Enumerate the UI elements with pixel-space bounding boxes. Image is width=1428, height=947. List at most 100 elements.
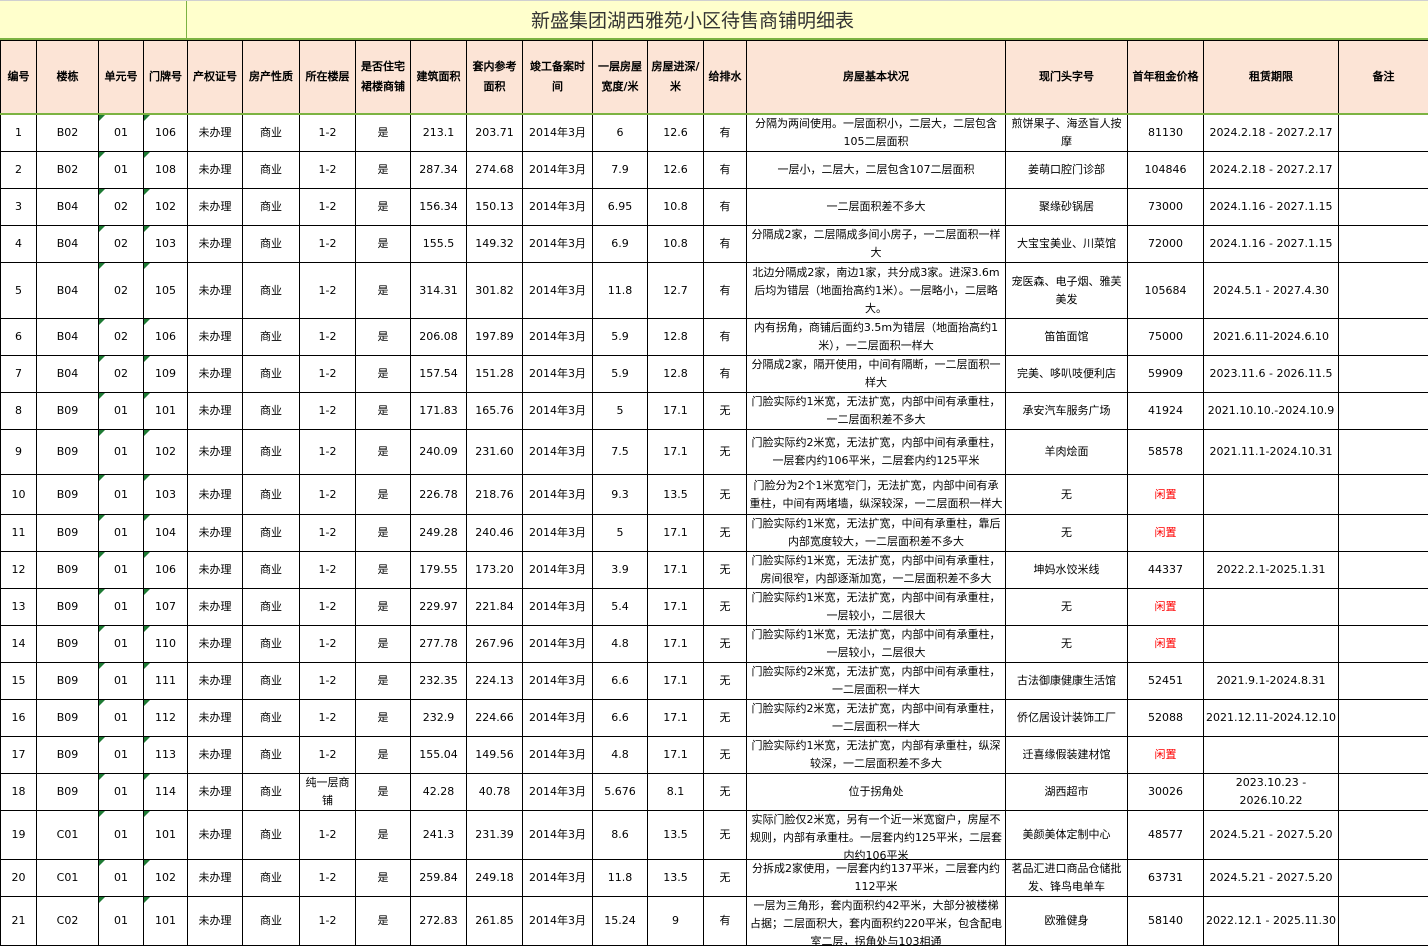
cell-remarks[interactable] — [1338, 188, 1428, 226]
cell-completion-date[interactable]: 2014年3月 — [522, 588, 593, 626]
cell-remarks[interactable] — [1338, 429, 1428, 475]
cell-podium-shop[interactable]: 是 — [355, 625, 411, 663]
cell-first-year-rent[interactable]: 闲置 — [1127, 736, 1204, 774]
cell-inner-area[interactable]: 274.68 — [466, 151, 523, 189]
cell-frontage-width[interactable]: 8.6 — [592, 810, 648, 860]
cell-building[interactable]: B04 — [36, 318, 99, 356]
cell-water-drainage[interactable]: 无 — [703, 474, 747, 515]
cell-completion-date[interactable]: 2014年3月 — [522, 699, 593, 737]
cell-first-year-rent[interactable]: 41924 — [1127, 392, 1204, 430]
cell-frontage-width[interactable]: 11.8 — [592, 262, 648, 319]
cell-lease-term[interactable]: 2024.5.21 - 2027.5.20 — [1203, 810, 1339, 860]
cell-building[interactable]: B04 — [36, 225, 99, 263]
cell-floor[interactable]: 1-2 — [299, 859, 356, 897]
cell-first-year-rent[interactable]: 48577 — [1127, 810, 1204, 860]
cell-condition[interactable]: 分隔为两间使用。一层面积小，二层大，二层包含105二层面积 — [746, 113, 1006, 152]
cell-depth[interactable]: 17.1 — [647, 392, 704, 430]
cell-first-year-rent[interactable]: 59909 — [1127, 355, 1204, 393]
cell-inner-area[interactable]: 151.28 — [466, 355, 523, 393]
cell-property-type[interactable]: 商业 — [242, 551, 300, 589]
cell-property-type[interactable]: 商业 — [242, 625, 300, 663]
cell-property-cert[interactable]: 未办理 — [187, 318, 243, 356]
cell-id[interactable]: 20 — [0, 859, 37, 897]
cell-remarks[interactable] — [1338, 588, 1428, 626]
cell-inner-area[interactable]: 231.60 — [466, 429, 523, 475]
cell-floor[interactable]: 1-2 — [299, 514, 356, 552]
cell-lease-term[interactable]: 2021.10.10.-2024.10.9 — [1203, 392, 1339, 430]
cell-condition[interactable]: 分隔成2家，二层隔成多间小房子，一二层面积一样大 — [746, 225, 1006, 263]
cell-completion-date[interactable]: 2014年3月 — [522, 318, 593, 356]
cell-podium-shop[interactable]: 是 — [355, 355, 411, 393]
cell-property-cert[interactable]: 未办理 — [187, 188, 243, 226]
cell-door-no[interactable]: 108 — [143, 151, 188, 189]
cell-property-type[interactable]: 商业 — [242, 514, 300, 552]
cell-water-drainage[interactable]: 无 — [703, 810, 747, 860]
cell-door-no[interactable]: 103 — [143, 474, 188, 515]
cell-inner-area[interactable]: 218.76 — [466, 474, 523, 515]
cell-lease-term[interactable] — [1203, 625, 1339, 663]
cell-inner-area[interactable]: 40.78 — [466, 773, 523, 811]
cell-frontage-width[interactable]: 3.9 — [592, 551, 648, 589]
cell-inner-area[interactable]: 221.84 — [466, 588, 523, 626]
cell-building-area[interactable]: 155.04 — [410, 736, 467, 774]
cell-lease-term[interactable]: 2021.9.1-2024.8.31 — [1203, 662, 1339, 700]
cell-building[interactable]: B09 — [36, 392, 99, 430]
cell-condition[interactable]: 实际门脸仅2米宽，另有一个近一米宽窗户，房屋不规则，内部有承重柱。一层套内约12… — [746, 810, 1006, 860]
cell-id[interactable]: 18 — [0, 773, 37, 811]
cell-frontage-width[interactable]: 5 — [592, 392, 648, 430]
cell-water-drainage[interactable]: 无 — [703, 392, 747, 430]
cell-completion-date[interactable]: 2014年3月 — [522, 773, 593, 811]
cell-podium-shop[interactable]: 是 — [355, 896, 411, 946]
cell-water-drainage[interactable]: 有 — [703, 318, 747, 356]
cell-completion-date[interactable]: 2014年3月 — [522, 859, 593, 897]
cell-property-cert[interactable]: 未办理 — [187, 151, 243, 189]
cell-frontage-width[interactable]: 7.5 — [592, 429, 648, 475]
cell-depth[interactable]: 17.1 — [647, 588, 704, 626]
cell-floor[interactable]: 1-2 — [299, 188, 356, 226]
cell-podium-shop[interactable]: 是 — [355, 514, 411, 552]
cell-unit[interactable]: 01 — [98, 896, 144, 946]
cell-id[interactable]: 19 — [0, 810, 37, 860]
cell-water-drainage[interactable]: 有 — [703, 262, 747, 319]
cell-unit[interactable]: 01 — [98, 736, 144, 774]
cell-remarks[interactable] — [1338, 262, 1428, 319]
cell-building[interactable]: B04 — [36, 262, 99, 319]
cell-completion-date[interactable]: 2014年3月 — [522, 392, 593, 430]
cell-remarks[interactable] — [1338, 225, 1428, 263]
cell-first-year-rent[interactable]: 闲置 — [1127, 588, 1204, 626]
cell-first-year-rent[interactable]: 52451 — [1127, 662, 1204, 700]
cell-frontage-width[interactable]: 7.9 — [592, 151, 648, 189]
cell-inner-area[interactable]: 165.76 — [466, 392, 523, 430]
cell-depth[interactable]: 10.8 — [647, 188, 704, 226]
cell-depth[interactable]: 17.1 — [647, 514, 704, 552]
cell-podium-shop[interactable]: 是 — [355, 188, 411, 226]
cell-frontage-width[interactable]: 15.24 — [592, 896, 648, 946]
cell-building[interactable]: B09 — [36, 699, 99, 737]
cell-condition[interactable]: 一层小，二层大，二层包含107二层面积 — [746, 151, 1006, 189]
cell-lease-term[interactable] — [1203, 588, 1339, 626]
cell-inner-area[interactable]: 240.46 — [466, 514, 523, 552]
cell-condition[interactable]: 门脸实际约1米宽，无法扩宽，内部中间有承重柱，一二层面积差不多大 — [746, 392, 1006, 430]
cell-door-no[interactable]: 106 — [143, 113, 188, 152]
cell-podium-shop[interactable]: 是 — [355, 429, 411, 475]
cell-floor[interactable]: 1-2 — [299, 262, 356, 319]
cell-frontage-width[interactable]: 6.6 — [592, 699, 648, 737]
cell-building[interactable]: B09 — [36, 429, 99, 475]
cell-floor[interactable]: 1-2 — [299, 429, 356, 475]
header-property-type[interactable]: 房产性质 — [242, 40, 300, 115]
cell-podium-shop[interactable]: 是 — [355, 699, 411, 737]
header-first-year-rent[interactable]: 首年租金价格 — [1127, 40, 1204, 115]
cell-depth[interactable]: 12.7 — [647, 262, 704, 319]
cell-property-type[interactable]: 商业 — [242, 736, 300, 774]
cell-first-year-rent[interactable]: 58578 — [1127, 429, 1204, 475]
cell-remarks[interactable] — [1338, 318, 1428, 356]
cell-remarks[interactable] — [1338, 514, 1428, 552]
cell-first-year-rent[interactable]: 81130 — [1127, 113, 1204, 152]
cell-first-year-rent[interactable]: 闲置 — [1127, 625, 1204, 663]
cell-water-drainage[interactable]: 有 — [703, 113, 747, 152]
cell-building[interactable]: B09 — [36, 474, 99, 515]
cell-id[interactable]: 3 — [0, 188, 37, 226]
cell-id[interactable]: 11 — [0, 514, 37, 552]
cell-property-type[interactable]: 商业 — [242, 429, 300, 475]
cell-depth[interactable]: 17.1 — [647, 699, 704, 737]
